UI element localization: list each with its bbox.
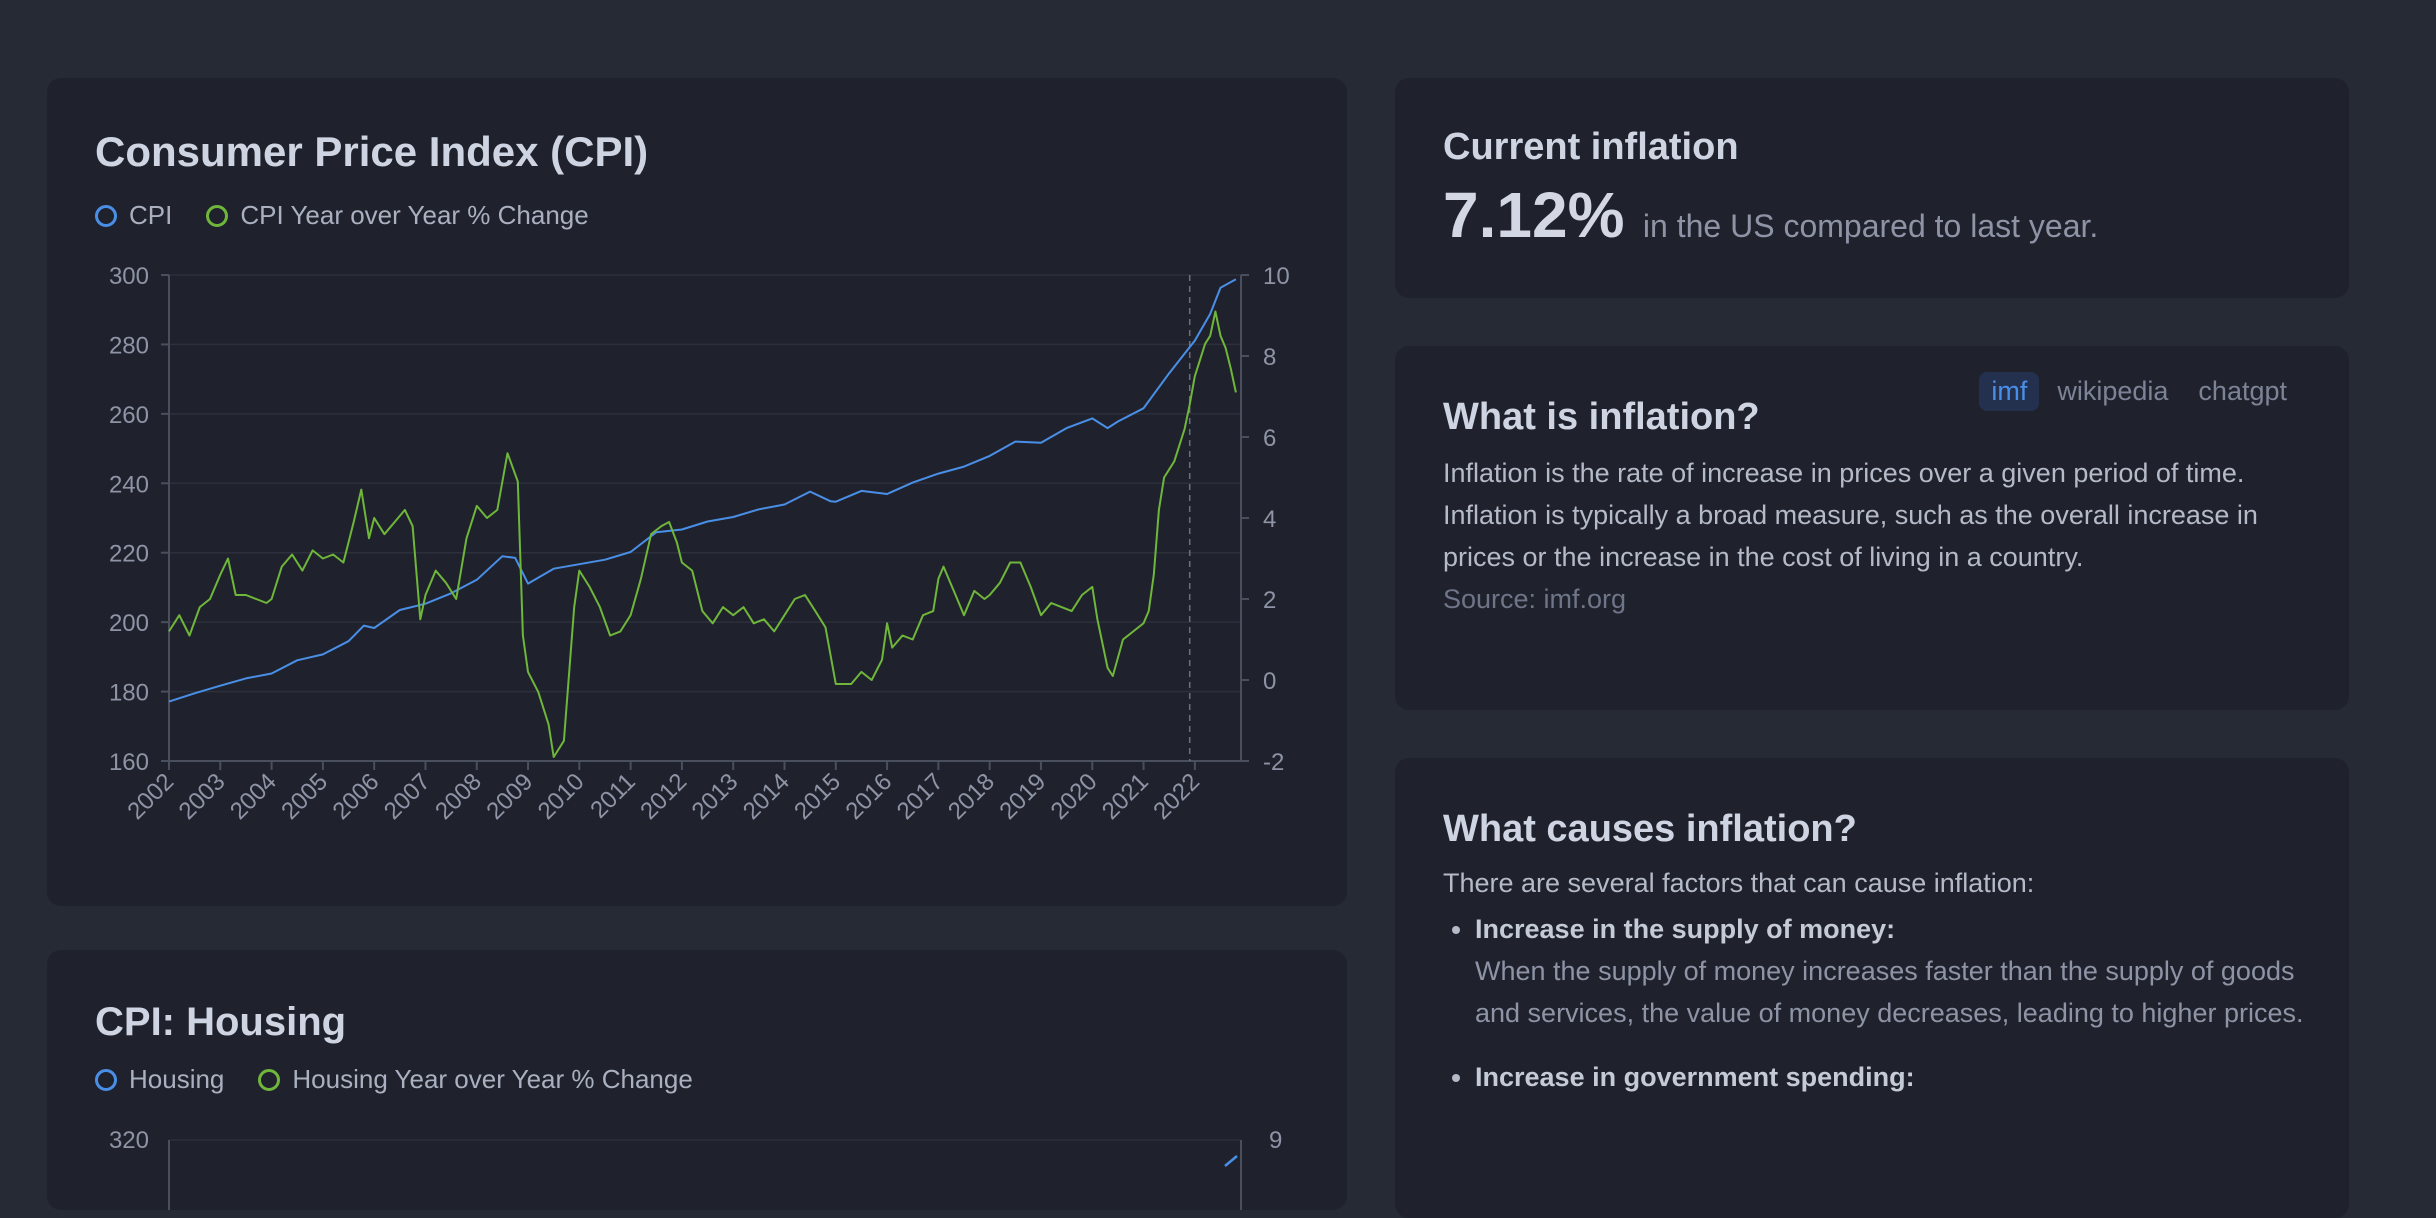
tab-chatgpt[interactable]: chatgpt [2198, 376, 2287, 406]
y-right-tick-label: 2 [1263, 587, 1276, 614]
x-tick-label: 2011 [585, 768, 641, 824]
tab-wikipedia[interactable]: wikipedia [2057, 376, 2169, 406]
what-is-inflation-card: imf wikipedia chatgpt What is inflation?… [1395, 346, 2349, 710]
x-tick-label: 2018 [943, 768, 1000, 825]
causes-intro: There are several factors that can cause… [1443, 868, 2035, 898]
housing-legend: Housing Housing Year over Year % Change [95, 1064, 727, 1095]
y-left-tick-label: 240 [109, 471, 149, 498]
x-tick-label: 2019 [994, 768, 1051, 825]
y-left-tick-label: 280 [109, 332, 149, 359]
x-tick-label: 2004 [225, 768, 282, 825]
cpi-chart[interactable]: 160180200220240260280300-202468102002200… [47, 78, 1347, 906]
x-tick-label: 2014 [738, 768, 795, 825]
cause-label: Increase in government spending: [1475, 1062, 1915, 1092]
y-left-tick-label: 200 [109, 610, 149, 637]
causes-title: What causes inflation? [1443, 808, 1857, 850]
y-right-tick-label: -2 [1263, 749, 1284, 776]
current-inflation-title: Current inflation [1443, 126, 1739, 168]
x-tick-label: 2016 [840, 768, 897, 825]
housing-chart-title: CPI: Housing [95, 1000, 347, 1044]
x-tick-label: 2021 [1097, 768, 1154, 825]
y-right-tick-label: 4 [1263, 506, 1276, 533]
y-left-tick-label: 180 [109, 680, 149, 707]
housing-chart[interactable]: 320 9 [47, 950, 1347, 1210]
legend-item-housing[interactable]: Housing [95, 1064, 224, 1095]
legend-housing-yoy-ring-icon [258, 1068, 281, 1091]
y-right-tick-label: 8 [1263, 344, 1276, 371]
what-is-inflation-title: What is inflation? [1443, 396, 1760, 438]
x-tick-label: 2022 [1148, 768, 1205, 825]
legend-item-cpi-yoy[interactable]: CPI Year over Year % Change [206, 200, 589, 231]
current-inflation-line: 7.12% in the US compared to last year. [1443, 178, 2098, 252]
tab-imf[interactable]: imf [1979, 372, 2040, 411]
cpi-legend: CPI CPI Year over Year % Change [95, 200, 623, 231]
cpi-chart-title: Consumer Price Index (CPI) [95, 128, 649, 175]
x-tick-label: 2010 [533, 768, 590, 825]
legend-cpi-ring-icon [95, 204, 117, 227]
cpi-yoy-series-line [168, 310, 1237, 758]
housing-chart-card: CPI: Housing Housing Housing Year over Y… [47, 950, 1347, 1210]
x-tick-label: 2013 [687, 768, 744, 825]
x-tick-label: 2007 [379, 768, 436, 825]
y-left-tick-label: 220 [109, 541, 149, 568]
x-tick-label: 2017 [892, 768, 949, 825]
list-item: Increase in government spending: [1475, 1056, 2345, 1098]
list-item: Increase in the supply of money: When th… [1475, 908, 2345, 1034]
legend-yoy-label: CPI Year over Year % Change [240, 200, 589, 230]
current-inflation-text: in the US compared to last year. [1642, 208, 2099, 244]
cause-label: Increase in the supply of money: [1475, 914, 1896, 944]
y-left-tick-label: 260 [109, 402, 149, 429]
x-tick-label: 2015 [789, 768, 846, 825]
housing-y-right-tick: 9 [1269, 1127, 1282, 1154]
x-tick-label: 2008 [430, 768, 487, 825]
x-tick-label: 2003 [174, 768, 231, 825]
x-tick-label: 2006 [328, 768, 385, 825]
y-left-tick-label: 300 [109, 263, 149, 290]
housing-series-line [1224, 1155, 1238, 1167]
y-right-tick-label: 6 [1263, 425, 1276, 452]
cpi-chart-card: Consumer Price Index (CPI) CPI CPI Year … [47, 78, 1347, 906]
x-tick-label: 2005 [276, 768, 333, 825]
x-tick-label: 2009 [481, 768, 538, 825]
cpi-series-line [168, 278, 1237, 703]
y-right-tick-label: 10 [1263, 263, 1290, 290]
y-right-tick-label: 0 [1263, 668, 1276, 695]
legend-yoy-ring-icon [206, 204, 229, 227]
causes-list: Increase in the supply of money: When th… [1443, 908, 2345, 1120]
source-note: Source: imf.org [1443, 584, 1627, 614]
housing-y-left-tick: 320 [109, 1127, 149, 1154]
y-left-tick-label: 160 [109, 749, 149, 776]
current-inflation-value: 7.12% [1443, 179, 1625, 251]
definition-text: Inflation is the rate of increase in pri… [1443, 458, 2258, 572]
legend-housing-yoy-label: Housing Year over Year % Change [292, 1064, 693, 1094]
x-tick-label: 2002 [122, 768, 179, 825]
x-tick-label: 2020 [1046, 768, 1103, 825]
legend-item-cpi[interactable]: CPI [95, 200, 172, 231]
legend-cpi-label: CPI [129, 200, 173, 230]
x-tick-label: 2012 [635, 768, 692, 825]
what-causes-inflation-card: What causes inflation? There are several… [1395, 758, 2349, 1218]
legend-housing-label: Housing [129, 1064, 225, 1094]
legend-housing-ring-icon [95, 1068, 117, 1091]
source-tabs: imf wikipedia chatgpt [1973, 372, 2299, 411]
cause-description: When the supply of money increases faste… [1475, 956, 2304, 1028]
legend-item-housing-yoy[interactable]: Housing Year over Year % Change [258, 1064, 693, 1095]
current-inflation-card: Current inflation 7.12% in the US compar… [1395, 78, 2349, 298]
what-is-inflation-body: Inflation is the rate of increase in pri… [1443, 452, 2303, 620]
